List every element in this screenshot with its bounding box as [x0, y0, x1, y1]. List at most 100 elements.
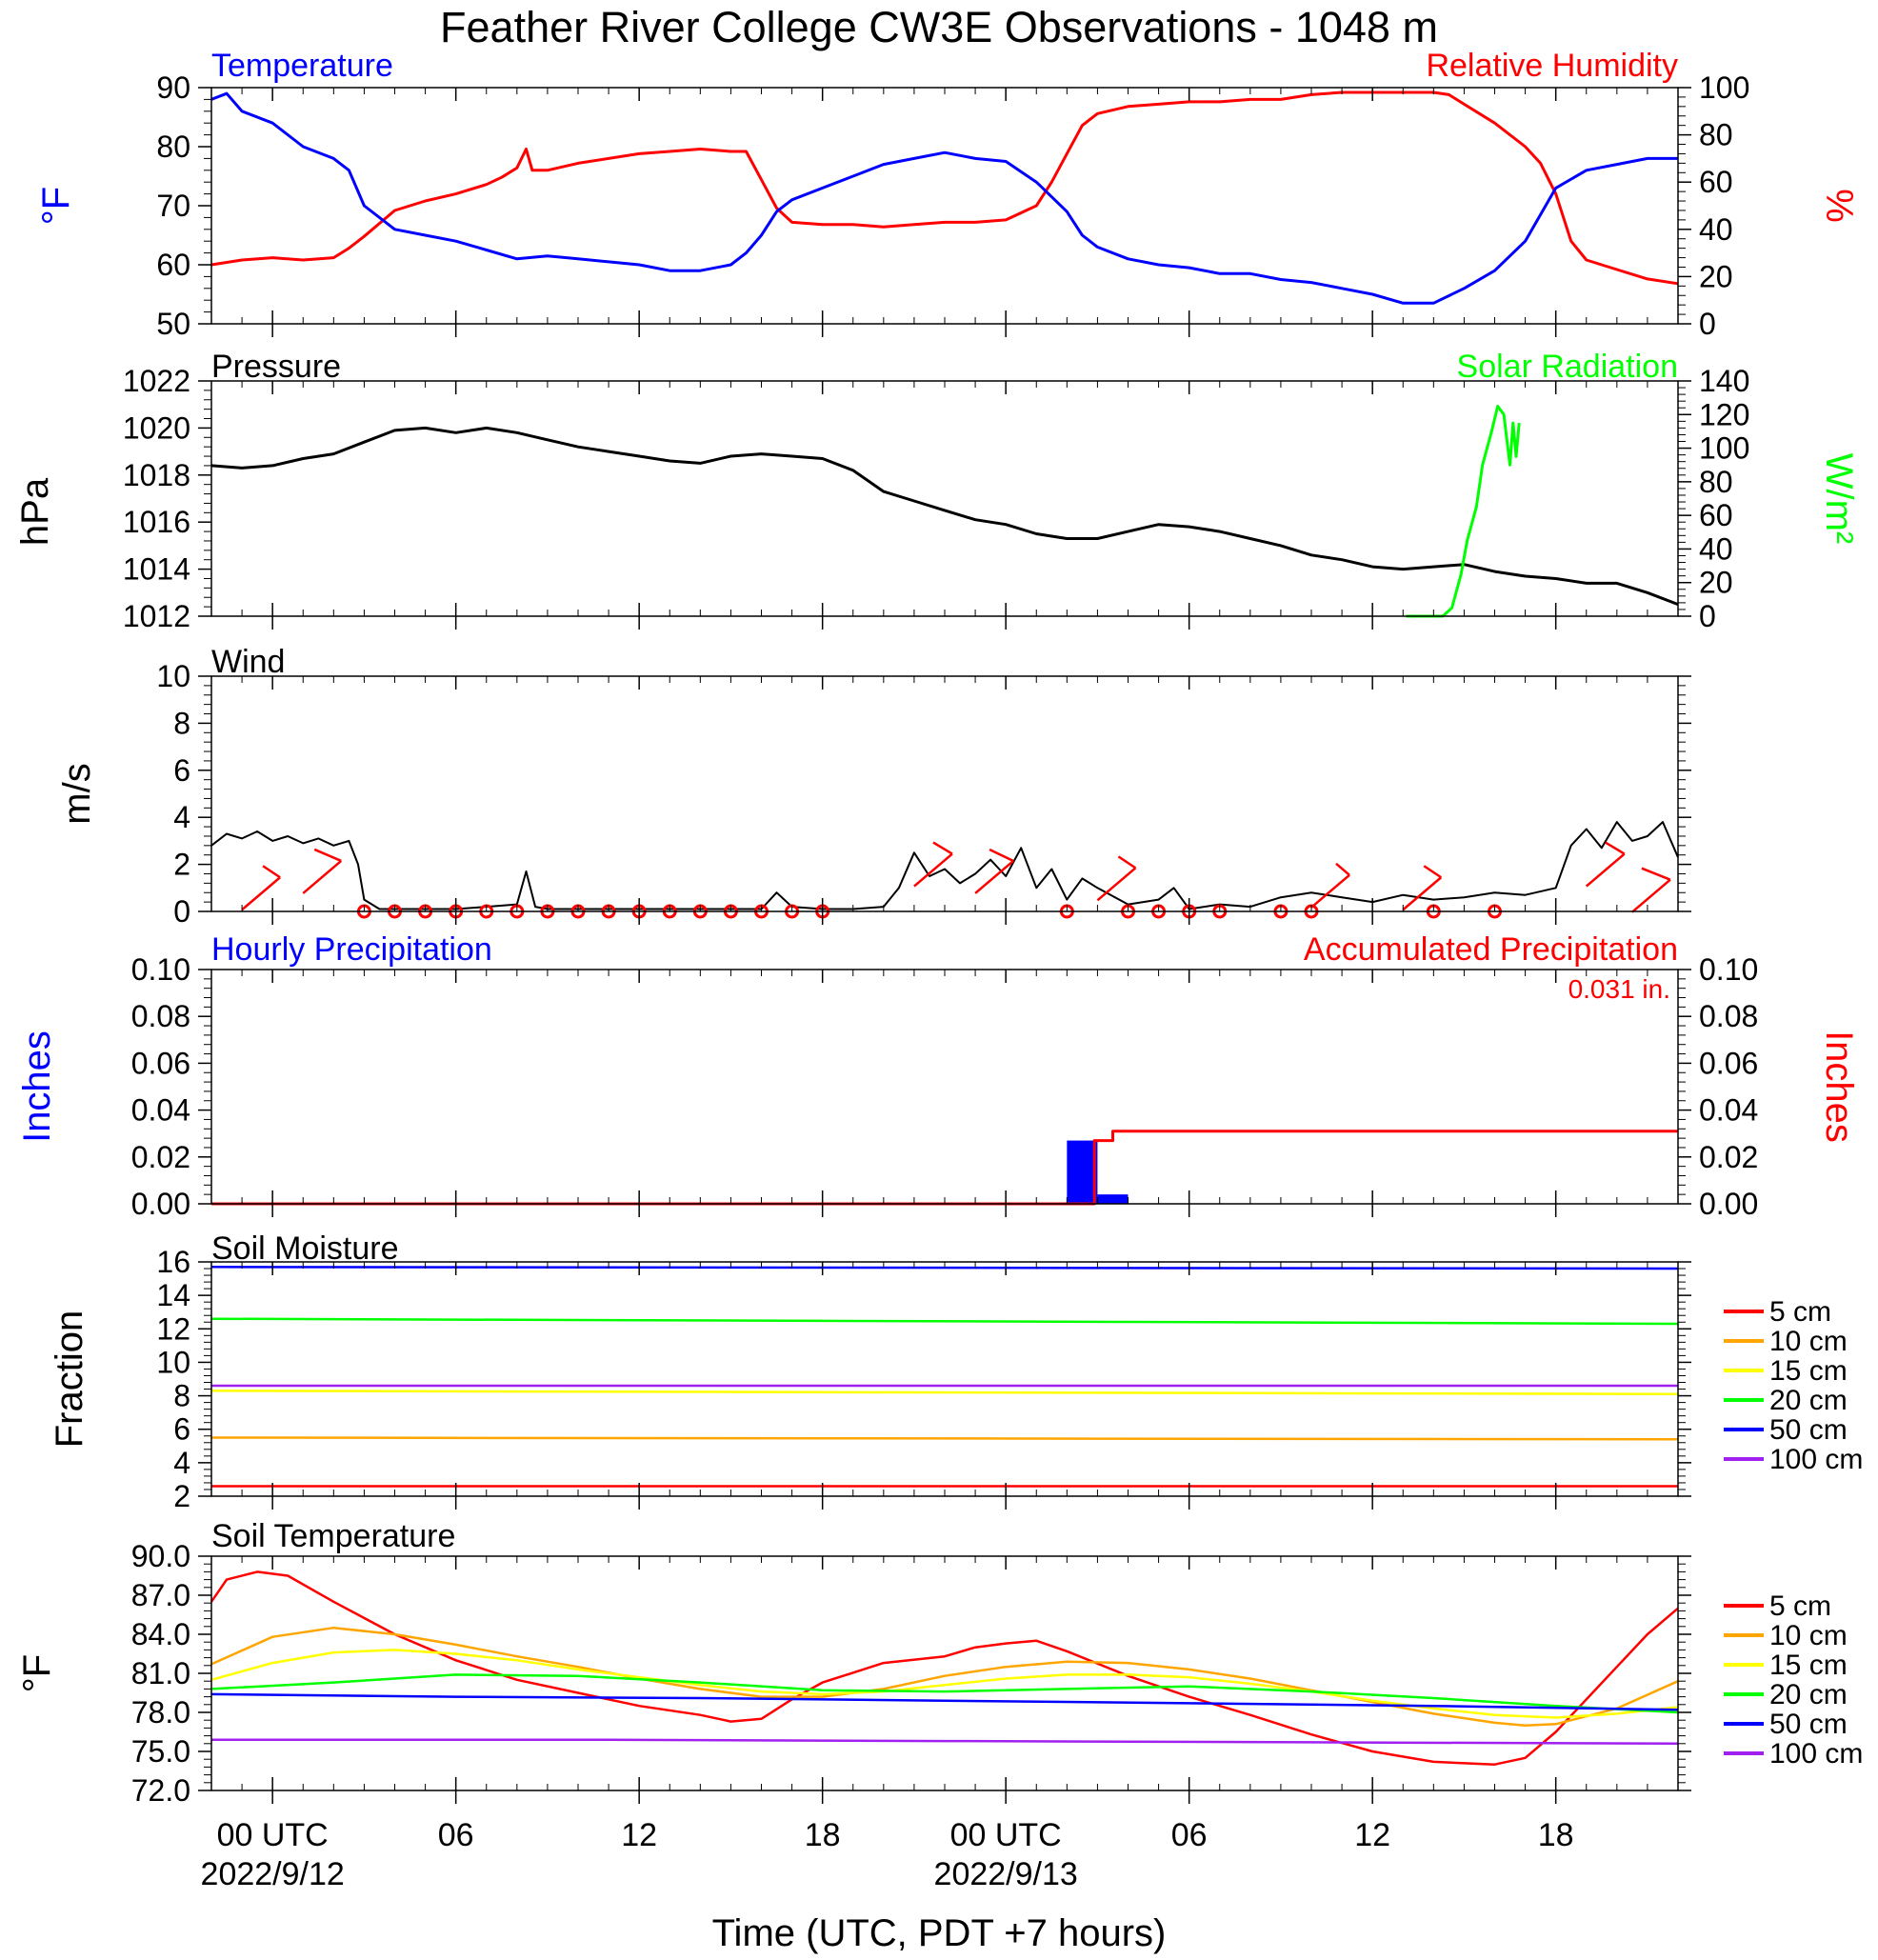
soil-moisture-unit: Fraction — [49, 1310, 90, 1449]
time-tick-label: 00 UTC — [217, 1817, 329, 1853]
accum-precip-unit: Inches — [1818, 1030, 1860, 1143]
wind-barb-flag — [989, 848, 1014, 863]
soil-temperature-legend-label: 50 cm — [1769, 1709, 1848, 1740]
temperature-humidity-panel: 50 60 70 80 90 0 20 40 60 80 100 Temperature Relativ… — [35, 48, 1860, 341]
wind-barb — [974, 859, 1014, 894]
soil-temperature-panel: 72.0 75.0 78.0 81.0 84.0 87.0 90.0 Soil Tempera… — [16, 1518, 1863, 1808]
solar-unit: W/m² — [1818, 453, 1860, 545]
soil-temperature-line — [210, 1649, 1679, 1719]
accum-precip-total: 0.031 in. — [1568, 974, 1670, 1004]
wind-barb — [1402, 876, 1443, 911]
soil-moisture-legend-label: 5 cm — [1769, 1296, 1831, 1328]
wind-axis-tick-label: 10 — [156, 659, 190, 693]
pressure-title: Pressure — [211, 349, 341, 385]
soil-moisture-axis-tick-label: 14 — [156, 1278, 190, 1312]
temperature-axis-tick-label: 60 — [156, 248, 190, 282]
humidity-axis-tick-label: 40 — [1699, 212, 1733, 247]
wind-axis-tick-label: 2 — [173, 848, 190, 882]
hourly-precip-axis-tick-label: 0.08 — [131, 999, 190, 1033]
soil-moisture-axis-tick-label: 4 — [173, 1446, 190, 1480]
soil-temperature-axis-tick-label: 72.0 — [131, 1773, 190, 1808]
accum-precip-axis-tick-label: 0.02 — [1699, 1140, 1758, 1174]
pressure-axis-tick-label: 1022 — [123, 364, 190, 398]
soil-moisture-legend-label: 15 cm — [1769, 1355, 1848, 1387]
time-tick-label: 18 — [805, 1817, 841, 1853]
solar-axis-tick-label: 120 — [1699, 397, 1749, 431]
soil-temperature-axis-tick-label: 75.0 — [131, 1734, 190, 1769]
temperature-unit: °F — [35, 187, 77, 225]
temperature-line — [210, 91, 1678, 305]
humidity-unit: % — [1818, 189, 1860, 223]
time-tick-label: 06 — [1171, 1817, 1208, 1853]
soil-temperature-axis-tick-label: 87.0 — [131, 1578, 190, 1612]
pressure-axis-tick-label: 1014 — [123, 552, 190, 587]
wind-barb — [1631, 878, 1671, 913]
wind-axis-tick-label: 8 — [173, 706, 190, 740]
wind-barb — [1585, 852, 1626, 888]
soil-moisture-axis-tick-label: 10 — [156, 1345, 190, 1379]
time-tick-label: 12 — [1354, 1817, 1390, 1853]
wind-barb — [1096, 867, 1137, 902]
wind-barb — [1310, 873, 1350, 909]
time-tick-label: 18 — [1538, 1817, 1574, 1853]
accum-precip-title: Accumulated Precipitation — [1304, 931, 1678, 968]
solar-axis-tick-label: 40 — [1699, 531, 1733, 566]
wind-barb-flag — [932, 841, 953, 855]
wind-barb — [302, 859, 343, 894]
wind-barb — [913, 852, 953, 888]
soil-moisture-axis-tick-label: 16 — [156, 1245, 190, 1279]
pressure-axis-tick-label: 1016 — [123, 505, 190, 539]
soil-temperature-line — [211, 1738, 1679, 1746]
soil-temperature-axis-tick-label: 90.0 — [131, 1539, 190, 1573]
soil-temperature-axis-tick-label: 81.0 — [131, 1656, 190, 1690]
soil-temperature-legend-label: 5 cm — [1769, 1590, 1831, 1622]
solar-title: Solar Radiation — [1457, 349, 1678, 385]
humidity-axis-tick-label: 20 — [1699, 259, 1733, 293]
accum-precip-line — [211, 1130, 1678, 1206]
soil-moisture-axis-tick-label: 6 — [173, 1412, 190, 1447]
hourly-precip-axis-tick-label: 0.06 — [131, 1046, 190, 1080]
hourly-precip-bar — [1097, 1194, 1129, 1204]
humidity-axis-tick-label: 80 — [1699, 118, 1733, 152]
date-tick-label: 2022/9/12 — [201, 1856, 345, 1892]
pressure-solar-panel: 1012 1014 1016 1018 1020 1022 0204060801001201… — [14, 349, 1860, 633]
hourly-precip-axis-tick-label: 0.10 — [131, 952, 190, 987]
wind-axis-tick-label: 6 — [173, 753, 190, 788]
pressure-axis-tick-label: 1018 — [123, 458, 190, 492]
pressure-axis-tick-label: 1020 — [123, 410, 190, 445]
temperature-axis-tick-label: 80 — [156, 130, 190, 164]
soil-temperature-line — [210, 1673, 1679, 1714]
hourly-precip-axis-tick-label: 0.02 — [131, 1140, 190, 1174]
panel-frame — [210, 1555, 1679, 1791]
soil-moisture-line — [210, 1317, 1679, 1326]
solar-axis-tick-label: 100 — [1699, 431, 1749, 466]
solar-line — [1406, 405, 1521, 618]
temperature-axis-tick-label: 50 — [156, 307, 190, 341]
accum-precip-axis-tick-label: 0.00 — [1699, 1187, 1758, 1221]
soil-moisture-legend-label: 10 cm — [1769, 1326, 1848, 1357]
soil-temperature-line — [210, 1626, 1679, 1727]
wind-barb-flag — [1117, 855, 1137, 870]
hourly-precip-title: Hourly Precipitation — [211, 931, 492, 968]
panel-frame — [210, 1261, 1679, 1497]
wind-barb — [241, 876, 281, 911]
temperature-axis-tick-label: 70 — [156, 189, 190, 223]
soil-moisture-line — [210, 1436, 1679, 1441]
temperature-title: Temperature — [211, 48, 393, 84]
accum-precip-axis-tick-label: 0.06 — [1699, 1046, 1758, 1080]
soil-temperature-axis-tick-label: 84.0 — [131, 1617, 190, 1651]
wind-barb-flag — [1641, 867, 1671, 881]
date-tick-label: 2022/9/13 — [934, 1856, 1078, 1892]
time-tick-label: 06 — [438, 1817, 474, 1853]
humidity-axis-tick-label: 100 — [1699, 70, 1749, 105]
soil-moisture-legend-label: 20 cm — [1769, 1385, 1848, 1416]
soil-temperature-legend-label: 15 cm — [1769, 1650, 1848, 1681]
wind-barb-flag — [1335, 862, 1350, 876]
soil-temperature-line — [210, 1570, 1679, 1766]
solar-axis-tick-label: 0 — [1699, 599, 1716, 633]
wind-axis-tick-label: 0 — [173, 894, 190, 929]
x-axis-label: Time (UTC, PDT +7 hours) — [712, 1912, 1167, 1954]
